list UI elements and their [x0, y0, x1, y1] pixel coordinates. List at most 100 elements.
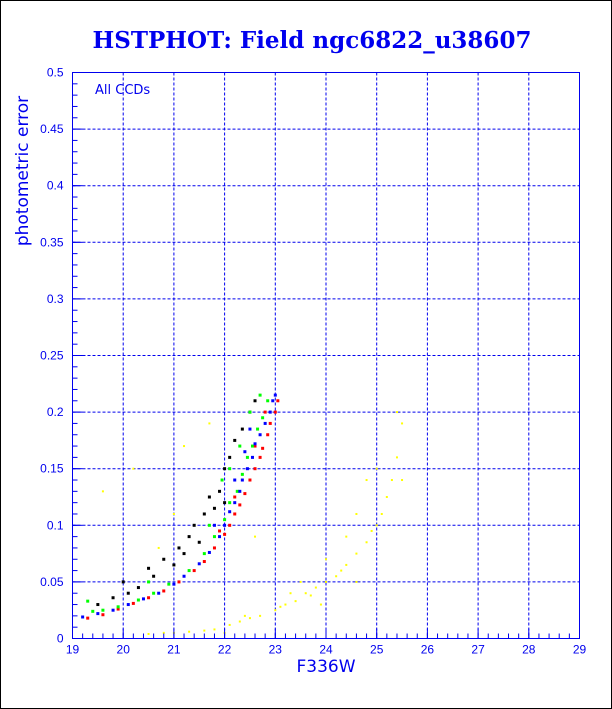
y-tick-label: 0.25	[40, 349, 64, 363]
data-point-green	[86, 599, 90, 603]
data-point-red	[266, 433, 270, 437]
data-point-yellow	[325, 580, 327, 583]
data-point-red	[218, 529, 222, 533]
data-point-yellow	[213, 628, 216, 631]
y-tick-label: 0.1	[47, 518, 64, 532]
data-point-green	[228, 501, 232, 505]
data-point-green	[207, 523, 211, 527]
data-point-blue	[207, 550, 211, 554]
data-point-yellow	[289, 592, 292, 595]
data-point-black	[182, 552, 186, 556]
data-point-yellow	[157, 546, 160, 549]
data-point-yellow	[304, 592, 307, 595]
x-tick-label: 28	[522, 643, 536, 657]
data-point-black	[187, 535, 191, 539]
data-point-black	[152, 574, 156, 578]
y-tick-label: 0.35	[40, 235, 64, 249]
data-point-blue	[228, 510, 232, 514]
data-point-green	[220, 478, 224, 482]
y-axis-label: photometric error	[13, 96, 33, 246]
data-point-black	[172, 563, 176, 567]
data-point-yellow	[101, 490, 104, 493]
data-point-red	[116, 607, 120, 611]
data-point-yellow	[248, 617, 251, 620]
data-point-red	[233, 512, 237, 516]
data-point-green	[266, 399, 270, 403]
data-point-black	[207, 495, 211, 499]
data-point-black	[212, 506, 216, 510]
data-point-black	[147, 566, 151, 570]
data-point-red	[202, 560, 206, 564]
chart-title: HSTPHOT: Field ngc6822_u38607	[93, 27, 532, 54]
data-point-red	[276, 399, 280, 403]
data-point-red	[101, 613, 105, 617]
x-axis-label: F336W	[296, 657, 355, 677]
x-tick-label: 22	[218, 643, 232, 657]
data-point-red	[228, 523, 232, 527]
data-point-blue	[268, 410, 272, 414]
x-tick-label: 23	[269, 643, 283, 657]
data-point-yellow	[254, 535, 257, 538]
y-tick-label: 0	[57, 632, 64, 646]
data-point-blue	[212, 523, 216, 527]
data-point-yellow	[309, 594, 312, 597]
data-point-yellow	[395, 411, 398, 414]
data-point-yellow	[243, 614, 246, 617]
data-point-black	[126, 591, 130, 595]
data-point-yellow	[228, 623, 231, 626]
data-point-yellow	[188, 630, 191, 633]
data-point-black	[197, 540, 201, 544]
data-point-red	[192, 569, 196, 573]
data-point-yellow	[355, 512, 358, 515]
data-point-yellow	[370, 529, 373, 532]
data-point-green	[256, 427, 260, 431]
data-point-blue	[218, 535, 222, 539]
data-point-blue	[111, 608, 115, 612]
x-tick-label: 29	[573, 643, 587, 657]
data-point-red	[131, 601, 135, 605]
x-tick-label: 26	[421, 643, 435, 657]
y-tick-label: 0.05	[40, 575, 64, 589]
data-point-black	[111, 596, 115, 600]
data-point-green	[101, 608, 105, 612]
data-point-yellow	[162, 631, 165, 634]
data-point-red	[273, 410, 277, 414]
data-point-black	[136, 586, 140, 590]
data-point-green	[202, 552, 206, 556]
data-point-blue	[233, 478, 237, 482]
data-point-green	[261, 416, 265, 420]
data-point-yellow	[380, 512, 383, 515]
y-tick-label: 0.2	[47, 405, 64, 419]
data-point-black	[233, 438, 237, 442]
data-point-red	[253, 467, 257, 471]
data-point-blue	[271, 399, 275, 403]
data-point-yellow	[365, 479, 368, 482]
data-point-green	[223, 518, 227, 522]
data-point-blue	[141, 597, 145, 601]
data-point-black	[162, 557, 166, 561]
data-point-red	[233, 495, 237, 499]
data-point-green	[250, 444, 254, 448]
data-point-yellow	[279, 605, 282, 608]
axis-ticks: 19 20 21 22 23 24 25 26 27 28 29 0 0.05 0.1 0.15 0.2 0.2…	[40, 66, 586, 657]
data-point-blue	[243, 450, 247, 454]
x-tick-label: 20	[117, 643, 131, 657]
data-point-green	[152, 591, 156, 595]
data-point-red	[86, 616, 90, 620]
data-point-yellow	[355, 552, 358, 555]
data-point-red	[263, 410, 267, 414]
data-point-green	[136, 598, 140, 602]
data-point-green	[235, 489, 239, 493]
data-point-green	[212, 535, 216, 539]
data-point-blue	[126, 603, 130, 607]
data-point-blue	[263, 421, 267, 425]
data-point-blue	[258, 433, 262, 437]
data-point-blue	[273, 393, 277, 397]
data-point-red	[162, 589, 166, 593]
data-point-green	[238, 444, 242, 448]
data-point-black	[192, 523, 196, 527]
data-point-red	[253, 444, 257, 448]
data-point-red	[261, 446, 265, 450]
y-tick-label: 0.3	[47, 292, 64, 306]
